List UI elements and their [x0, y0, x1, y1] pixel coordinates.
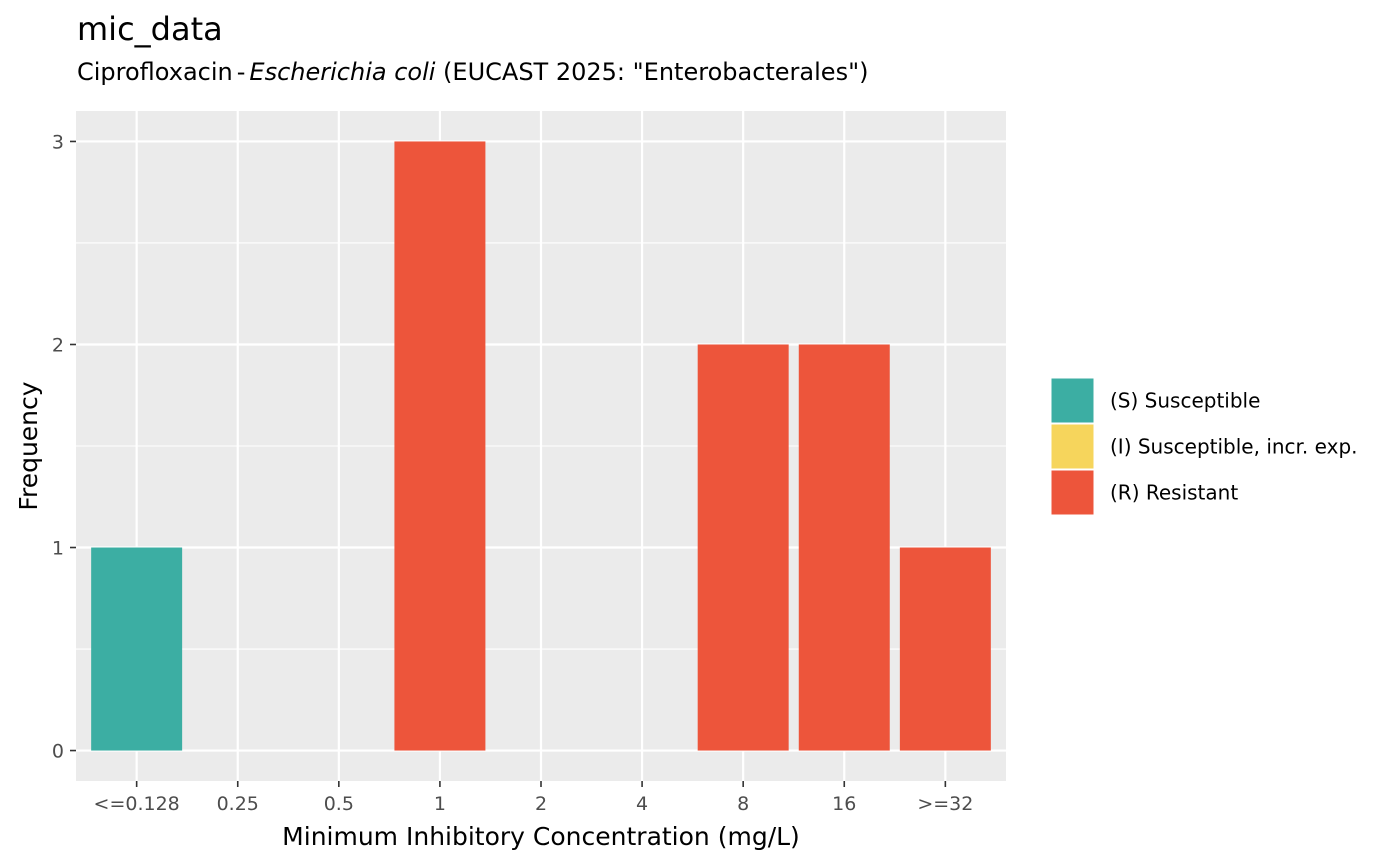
legend-key-S [1050, 377, 1095, 424]
chart-title: mic_data [77, 10, 223, 48]
x-tick-label: 2 [535, 793, 547, 815]
legend: (S) Susceptible (I) Susceptible, incr. ex… [1050, 377, 1358, 516]
bar-4 [394, 141, 486, 751]
legend-key-I [1050, 423, 1095, 470]
bar-8 [798, 344, 890, 751]
legend-label-I: (I) Susceptible, incr. exp. [1110, 435, 1358, 459]
y-tick-label: 0 [52, 741, 64, 763]
bar-7 [697, 344, 789, 751]
subtitle-guideline: (EUCAST 2025: "Enterobacterales") [443, 58, 869, 86]
x-tick-label: >=32 [917, 793, 973, 815]
x-tick-label: 4 [636, 793, 648, 815]
bar-9 [899, 547, 991, 751]
x-tick-label: 0.25 [217, 793, 259, 815]
y-tick-label: 1 [52, 538, 64, 560]
legend-label-S: (S) Susceptible [1110, 389, 1260, 413]
x-tick-label: 8 [737, 793, 749, 815]
legend-label-R: (R) Resistant [1110, 481, 1238, 505]
legend-key-R [1050, 469, 1095, 516]
x-axis-title: Minimum Inhibitory Concentration (mg/L) [282, 822, 800, 851]
chart-subtitle: Ciprofloxacin - Escherichia coli (EUCAST 2… [77, 58, 868, 86]
subtitle-antibiotic: Ciprofloxacin [77, 58, 233, 86]
y-tick-label: 2 [52, 334, 64, 356]
y-axis-title: Frequency [14, 381, 43, 510]
subtitle-organism: Escherichia coli [249, 58, 436, 86]
x-tick-label: 16 [832, 793, 856, 815]
bar-1 [91, 547, 183, 751]
x-tick-label: <=0.128 [94, 793, 180, 815]
y-tick-label: 3 [52, 131, 64, 153]
x-tick-label: 0.5 [324, 793, 354, 815]
x-tick-label: 1 [434, 793, 446, 815]
subtitle-separator: - [236, 58, 246, 86]
